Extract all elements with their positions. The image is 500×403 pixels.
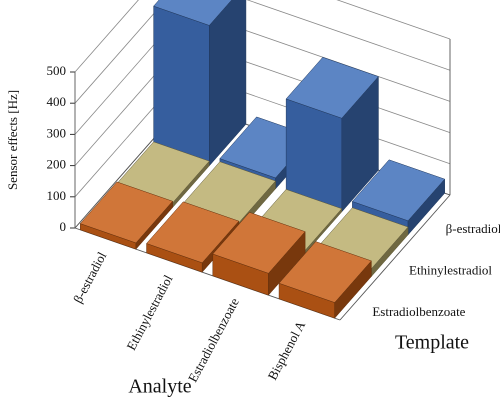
bar-top [146,201,240,264]
axis-line [339,194,451,321]
y-tick-label: 0 [60,219,67,234]
z-tick-label: Estradiolbenzoate [372,304,465,319]
bar-top [278,241,372,303]
x-tick-label: Estradiolbenzoate [185,295,242,384]
y-axis-title: Sensor effects [Hz] [5,90,20,190]
bar [153,0,247,167]
grid-line [74,0,139,73]
grid-line [336,0,451,40]
bar [79,181,174,250]
bar-face [153,5,210,167]
x-axis-title: Analyte [128,376,191,398]
z-tick-label: Ethinylestradiol [409,262,492,277]
y-tick-label: 100 [47,188,67,203]
y-tick-label: 500 [47,63,67,78]
x-tick-label: Bisphenol A [265,318,309,383]
x-tick-label: β-estradiol [70,249,110,306]
bar-top [79,181,174,244]
bar-top [212,212,306,274]
bar [212,212,306,296]
bar-top [153,0,232,26]
y-tick-label: 200 [47,157,67,172]
grid-line [74,0,167,104]
x-tick-label: Ethinylestradiol [123,272,175,353]
bar [285,56,379,213]
y-tick-label: 400 [47,94,67,109]
grid-line [246,0,451,71]
bar-top [351,159,446,222]
bar [278,241,372,319]
bar-top [285,56,379,119]
z-axis-title: Template [395,332,469,354]
z-tick-label: β-estradiol [446,221,500,236]
y-tick-label: 300 [47,125,67,140]
bar-face [209,0,247,167]
